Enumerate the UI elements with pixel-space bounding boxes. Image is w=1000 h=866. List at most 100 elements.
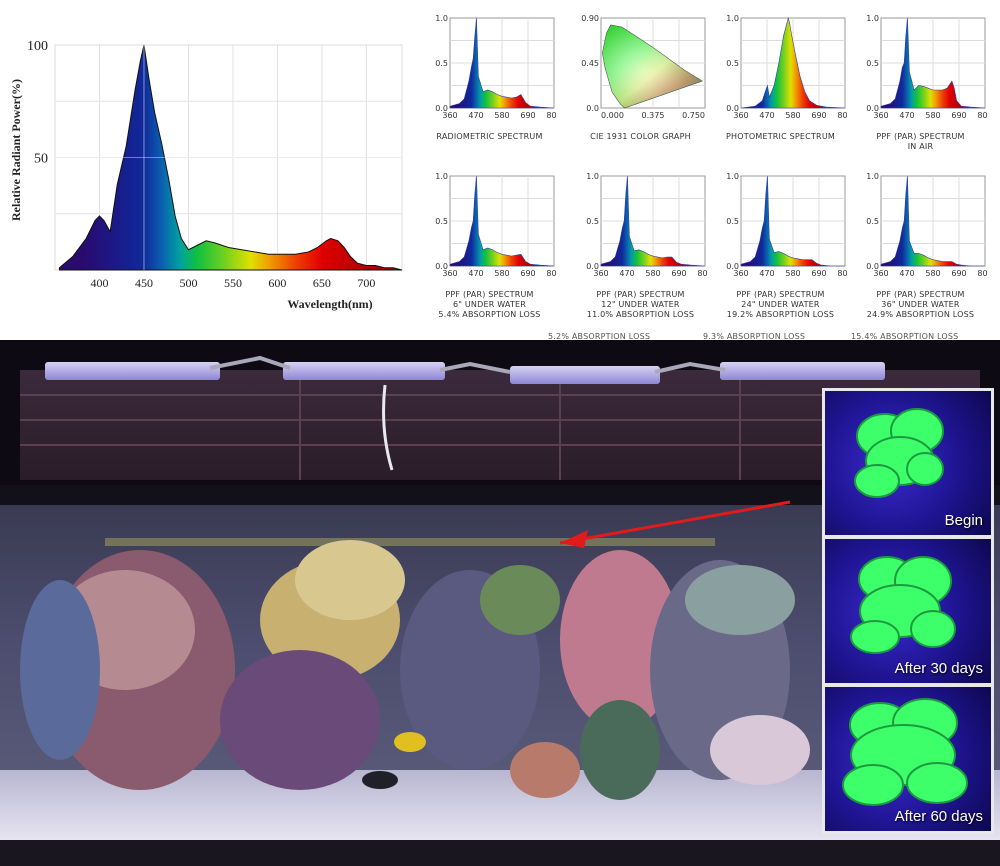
x-tick-label: 450 (135, 276, 153, 290)
mini-x-tick: 800 (977, 269, 988, 276)
mini-x-tick: 580 (645, 269, 660, 276)
mini-x-tick: 690 (671, 269, 686, 276)
mini-x-tick: 360 (733, 111, 748, 118)
mini-y-tick: 0.0 (586, 104, 599, 113)
mini-x-tick: 690 (520, 111, 535, 118)
mini-x-tick: 470 (899, 111, 914, 118)
mini-spectrum-area (740, 175, 845, 267)
mini-y-tick: 1.0 (435, 14, 448, 23)
mini-x-tick: 580 (925, 269, 940, 276)
mini-x-tick: 800 (977, 111, 988, 118)
mini-chart-svg: 360 470 580 690 800 1.0 0.5 0.0 (586, 172, 708, 276)
coral-label-30-days: After 30 days (894, 660, 983, 677)
x-tick-label: 400 (90, 276, 108, 290)
mini-y-tick: 0.0 (866, 262, 879, 271)
coral-image-60-days (842, 698, 968, 806)
mini-x-tick: 800 (546, 111, 557, 118)
mini-chart-svg: 360 470 580 690 800 1.0 0.5 0.0 (866, 172, 988, 276)
mini-spectrum-area (880, 17, 986, 109)
mini-x-tick: 800 (837, 111, 848, 118)
mini-y-tick: 0.5 (586, 217, 599, 226)
mini-x-tick: 690 (811, 111, 826, 118)
mini-spectrum-area (880, 175, 985, 267)
mini-y-tick: 0.5 (435, 59, 448, 68)
mini-spectrum-area (600, 175, 706, 267)
mini-chart-title: PPF (PAR) SPECTRUM IN AIR (876, 132, 965, 151)
coral-label-60-days: After 60 days (894, 808, 983, 825)
mini-x-tick: 470 (468, 269, 483, 276)
mini-chart-svg: 360 470 580 690 800 1.0 0.5 0.0 (726, 14, 848, 118)
absorption-loss-note-1: 5.2% ABSORPTION LOSS (548, 332, 651, 341)
mini-y-tick: 1.0 (866, 14, 879, 23)
mini-x-tick: 580 (785, 111, 800, 118)
mini-x-tick: 580 (785, 269, 800, 276)
mini-x-tick: 800 (837, 269, 848, 276)
x-tick-label: 650 (313, 276, 331, 290)
mini-chart-svg: 0.000 0.375 0.750 0.0 0.45 0.90 (581, 14, 706, 118)
mini-x-tick: 360 (873, 111, 888, 118)
mini-x-tick: 580 (494, 111, 509, 118)
mini-y-tick: 0.5 (866, 217, 879, 226)
mini-x-tick: 360 (733, 269, 748, 276)
mini-x-tick: 800 (546, 269, 557, 276)
mini-chart-title: PHOTOMETRIC SPECTRUM (726, 132, 835, 141)
mini-x-tick: 470 (759, 111, 774, 118)
mini-chart-2: 0.000 0.375 0.750 0.0 0.45 0.90 CIE 1931 COLOR… (573, 8, 708, 173)
mini-y-tick: 1.0 (866, 172, 879, 181)
mini-chart-4: 360 470 580 690 800 1.0 0.5 0.0 PPF (PAR) SPECTR… (853, 8, 988, 173)
mini-x-tick: 690 (951, 269, 966, 276)
mini-x-tick: 580 (494, 269, 509, 276)
mini-spectrum-area (740, 16, 846, 109)
x-tick-label: 700 (357, 276, 375, 290)
mini-x-tick: 470 (899, 269, 914, 276)
mini-x-tick: 0.000 (601, 111, 624, 118)
coral-label-begin: Begin (944, 512, 983, 529)
mini-y-tick: 1.0 (586, 172, 599, 181)
mini-x-tick: 360 (593, 269, 608, 276)
y-axis-title: Relative Radiant Power(%) (9, 79, 23, 221)
mini-x-tick: 360 (873, 269, 888, 276)
main-chart-svg: 400 450 500 550 600 650 700 50 100 Wavelength(nm)… (9, 39, 403, 311)
mini-chart-title: CIE 1931 COLOR GRAPH (590, 132, 691, 141)
mini-y-tick: 1.0 (726, 172, 739, 181)
mini-y-tick: 0.5 (726, 217, 739, 226)
mini-y-tick: 1.0 (726, 14, 739, 23)
coral-image-begin (854, 408, 944, 498)
x-tick-label: 550 (224, 276, 242, 290)
mini-y-tick: 0.5 (866, 59, 879, 68)
mini-y-tick: 0.0 (866, 104, 879, 113)
mini-y-tick: 1.0 (435, 172, 448, 181)
cie-gamut-highlight (602, 25, 703, 108)
mini-x-tick: 580 (925, 111, 940, 118)
mini-x-tick: 470 (759, 269, 774, 276)
mini-spectrum-area (449, 17, 555, 109)
coral-tile-begin: Begin (825, 391, 991, 535)
spectrum-charts-grid: 360 470 580 690 800 1.0 0.5 0.0 RADIOMETRIC SPEC… (420, 0, 1000, 330)
spectrum-area (58, 44, 403, 271)
mini-x-tick: 690 (951, 111, 966, 118)
mini-spectrum-area (449, 175, 555, 267)
mini-chart-svg: 360 470 580 690 800 1.0 0.5 0.0 (726, 172, 848, 276)
relative-radiant-power-chart: 400 450 500 550 600 650 700 50 100 Wavelength(nm)… (0, 0, 420, 330)
mini-chart-svg: 360 470 580 690 800 1.0 0.5 0.0 (435, 14, 557, 118)
mini-chart-7: 360 470 580 690 800 1.0 0.5 0.0 PPF (PAR) SPECTR… (713, 166, 848, 331)
mini-y-tick: 0.5 (435, 217, 448, 226)
mini-chart-svg: 360 470 580 690 800 1.0 0.5 0.0 (866, 14, 988, 118)
mini-y-tick: 0.5 (726, 59, 739, 68)
x-tick-label: 600 (268, 276, 286, 290)
mini-y-tick: 0.0 (726, 262, 739, 271)
mini-chart-title: PPF (PAR) SPECTRUM 6" UNDER WATER 5.4% A… (438, 290, 541, 319)
mini-chart-3: 360 470 580 690 800 1.0 0.5 0.0 PHOTOMETRIC SPEC… (713, 8, 848, 173)
mini-x-tick: 0.750 (682, 111, 705, 118)
coral-tile-30-days: After 30 days (825, 539, 991, 683)
mini-y-tick: 0.45 (581, 59, 599, 68)
mini-chart-svg: 360 470 580 690 800 1.0 0.5 0.0 (435, 172, 557, 276)
y-tick-label: 50 (34, 152, 48, 167)
mini-x-tick: 470 (468, 111, 483, 118)
mini-x-tick: 800 (697, 269, 708, 276)
coral-tile-60-days: After 60 days (825, 687, 991, 831)
mini-chart-6: 360 470 580 690 800 1.0 0.5 0.0 PPF (PAR) SPECTR… (573, 166, 708, 331)
mini-y-tick: 0.90 (581, 14, 599, 23)
mini-x-tick: 360 (442, 269, 457, 276)
mini-x-tick: 360 (442, 111, 457, 118)
